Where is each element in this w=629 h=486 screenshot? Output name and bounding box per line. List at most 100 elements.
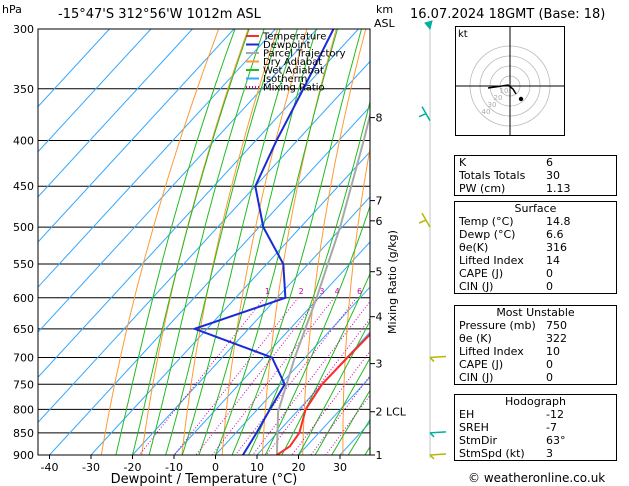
mixing-ratio-label: 6 [357, 287, 362, 296]
isotherm-line [38, 29, 110, 108]
isotherm-line [38, 29, 276, 288]
mixing-ratio-line [195, 297, 320, 455]
mixing-ratio-line [291, 350, 370, 455]
lcl-label: LCL [386, 406, 407, 419]
mixing-ratio-line [325, 394, 370, 455]
x-axis-label: Dewpoint / Temperature (°C) [111, 472, 298, 486]
surface-row: Lifted Index 14 [459, 254, 560, 267]
wet-adiabat-line [132, 29, 250, 455]
temperature-tick-label: 20 [292, 461, 306, 474]
copyright-footer: © weatheronline.co.uk [468, 471, 606, 485]
mixing-ratio-line [173, 297, 299, 455]
surface-row: θe(K) 316 [459, 241, 567, 254]
pressure-tick-label: 300 [13, 23, 34, 36]
wet-adiabat-line [148, 29, 265, 455]
pressure-tick-label: 900 [13, 449, 34, 462]
hodograph-row: StmDir 63° [459, 434, 566, 447]
storm-motion-marker [518, 96, 524, 102]
plot-frame [37, 28, 371, 456]
isotherm-line [38, 29, 359, 379]
mixing-ratio-label: 20 [426, 287, 436, 296]
height-km-label: 4 [376, 311, 383, 324]
height-km-label: 7 [376, 195, 383, 208]
wind-barb [429, 431, 447, 438]
most-unstable-row: CAPE (J) 0 [459, 358, 553, 371]
surface-row: Dewp (°C) 6.6 [459, 228, 564, 241]
mixing-ratio-line [211, 297, 335, 455]
wind-barb [418, 106, 431, 122]
wind-barb [424, 20, 433, 31]
height-km-label: 8 [376, 112, 383, 125]
mixing-ratio-label: 3 [319, 287, 324, 296]
mixing-ratio-line [252, 300, 370, 455]
most-unstable-panel: Most Unstable Pressure (mb) 750 θe (K) 322… [454, 305, 617, 385]
most-unstable-row: Lifted Index 10 [459, 345, 560, 358]
dry-adiabat-line [100, 29, 220, 455]
datetime-title: 16.07.2024 18GMT (Base: 18) [410, 7, 606, 22]
wind-barbs [418, 20, 447, 460]
pressure-tick-label: 400 [13, 135, 34, 148]
wind-barb [429, 355, 447, 363]
mixing-ratio-line [138, 297, 265, 455]
isotherm-line [38, 29, 235, 243]
height-km-label: 5 [376, 266, 383, 279]
legend-entry: Mixing Ratio [263, 83, 325, 94]
dry-adiabat-line [141, 29, 249, 455]
parcel-trajectory [275, 111, 370, 455]
mixing-ratio-label: 1 [265, 287, 270, 296]
legend-entry: Dewpoint [263, 40, 311, 51]
profiles [191, 29, 370, 455]
wet-adiabat-line [215, 29, 338, 455]
pressure-tick-label: 350 [13, 83, 34, 96]
isotherm-line [215, 286, 370, 455]
wet-adiabat-line [331, 389, 370, 455]
mixing-ratio-label: 25 [440, 287, 450, 296]
hodograph-ring-label: 40 [482, 108, 491, 116]
mixing-ratio-line [235, 297, 357, 455]
isotherm-line [49, 105, 370, 455]
surface-row: Temp (°C) 14.8 [459, 215, 571, 228]
mixing-ratio-label: 2 [299, 287, 304, 296]
isotherm-line [38, 29, 318, 333]
mixing-ratio-label: 15 [408, 287, 418, 296]
km-unit-label: km [376, 3, 394, 16]
height-km-label: 1 [376, 449, 383, 462]
most-unstable-row: Pressure (mb) 750 [459, 319, 567, 332]
wind-barb [429, 453, 447, 460]
pressure-tick-label: 800 [13, 403, 34, 416]
pressure-tick-label: 700 [13, 352, 34, 365]
hodograph-ring-label: 20 [494, 94, 503, 102]
wet-adiabat-line [198, 29, 317, 455]
location-title: -15°47'S 312°56'W 1012m ASL [58, 7, 261, 22]
wet-adiabat-line [298, 319, 370, 455]
temperature-tick-label: -10 [165, 461, 183, 474]
legend-entry: Isotherm [263, 74, 307, 85]
hodograph-title: Hodograph [505, 395, 566, 408]
pressure-tick-label: 850 [13, 427, 34, 440]
hodograph-ring-label: 30 [488, 101, 497, 109]
wet-adiabat-line [181, 29, 298, 455]
surface-panel: Surface Temp (°C) 14.8 Dewp (°C) 6.6 θe(K)… [454, 201, 617, 294]
height-km-label: 3 [376, 358, 383, 371]
pressure-tick-label: 750 [13, 378, 34, 391]
surface-row: CAPE (J) 0 [459, 267, 553, 280]
dry-adiabat-line [302, 29, 367, 455]
isotherm-line [132, 196, 370, 455]
pressure-tick-label: 600 [13, 292, 34, 305]
temperature-tick-label: -40 [41, 461, 59, 474]
height-km-label: 2 [376, 406, 383, 419]
wet-adiabat-line [165, 29, 281, 455]
pressure-tick-label: 500 [13, 221, 34, 234]
index-row-totals: Totals Totals 30 [459, 169, 560, 182]
wet-adiabat-line [314, 357, 370, 455]
mixing-ratio-axis-label: Mixing Ratio (g/kg) [386, 230, 399, 334]
hodograph-kt-label: kt [458, 29, 468, 40]
surface-title: Surface [514, 202, 557, 215]
hodograph-panel: Hodograph EH -12 SREH -7 StmDir 63° StmSpd … [454, 394, 617, 461]
wind-barb [418, 212, 431, 228]
temperature-tick-label: 10 [250, 461, 264, 474]
